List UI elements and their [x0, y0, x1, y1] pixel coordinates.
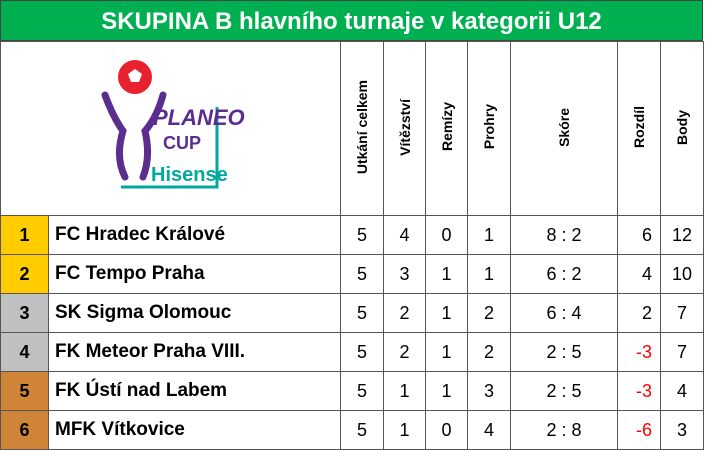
rank-cell: 2 — [0, 254, 49, 294]
logo-sub: CUP — [163, 133, 201, 153]
logo-arc — [101, 91, 128, 181]
draws-cell: 1 — [425, 293, 468, 333]
column-header: Rozdíl — [617, 41, 661, 216]
difference-cell: -6 — [617, 410, 661, 450]
table-body: 1 FC Hradec Králové 5 4 0 1 8 : 2 6 12 2 FC Tempo … — [0, 215, 704, 450]
score-cell: 8 : 2 — [510, 215, 618, 255]
score-cell: 6 : 4 — [510, 293, 618, 333]
rank-cell: 3 — [0, 293, 49, 333]
score-cell: 2 : 5 — [510, 371, 618, 411]
difference-cell: -3 — [617, 332, 661, 372]
rank-cell: 6 — [0, 410, 49, 450]
team-cell: SK Sigma Olomouc — [48, 293, 341, 333]
column-header-text: Vítězství — [396, 98, 413, 156]
logo-cell: PLANEO CUP Hisense — [0, 41, 341, 216]
difference-cell: 2 — [617, 293, 661, 333]
column-header-text: Body — [674, 109, 690, 145]
column-header-text: Remízy — [438, 102, 455, 152]
column-header-text: Rozdíl — [631, 106, 647, 148]
table-row: 4 FK Meteor Praha VIII. 5 2 1 2 2 : 5 -3 7 — [0, 332, 704, 372]
logo-frame — [120, 107, 218, 189]
team-cell: FC Hradec Králové — [48, 215, 341, 255]
header-row: PLANEO CUP Hisense Utkání celkem Vítězstv… — [0, 41, 704, 216]
column-header: Prohry — [467, 41, 511, 216]
played-cell: 5 — [340, 410, 384, 450]
column-header-text: Utkání celkem — [354, 79, 370, 175]
table-row: 1 FC Hradec Králové 5 4 0 1 8 : 2 6 12 — [0, 215, 704, 255]
column-header: Vítězství — [383, 41, 426, 216]
rank-cell: 1 — [0, 215, 49, 255]
points-cell: 12 — [660, 215, 704, 255]
points-cell: 7 — [660, 293, 704, 333]
losses-cell: 2 — [467, 293, 511, 333]
table-row: 5 FK Ústí nad Labem 5 1 1 3 2 : 5 -3 4 — [0, 371, 704, 411]
wins-cell: 3 — [383, 254, 426, 294]
draws-cell: 1 — [425, 371, 468, 411]
column-header: Utkání celkem — [340, 41, 384, 216]
draws-cell: 1 — [425, 254, 468, 294]
losses-cell: 4 — [467, 410, 511, 450]
logo-arc — [139, 91, 166, 181]
column-header-text: Skóre — [556, 107, 572, 147]
losses-cell: 1 — [467, 215, 511, 255]
wins-cell: 1 — [383, 410, 426, 450]
difference-cell: -3 — [617, 371, 661, 411]
wins-cell: 2 — [383, 293, 426, 333]
column-header: Body — [660, 41, 704, 216]
logo-sponsor: Hisense — [151, 164, 228, 186]
wins-cell: 2 — [383, 332, 426, 372]
wins-cell: 1 — [383, 371, 426, 411]
played-cell: 5 — [340, 215, 384, 255]
played-cell: 5 — [340, 371, 384, 411]
difference-cell: 4 — [617, 254, 661, 294]
standings-table: PLANEO CUP Hisense Utkání celkem Vítězstv… — [0, 41, 704, 450]
points-cell: 3 — [660, 410, 704, 450]
team-cell: FC Tempo Praha — [48, 254, 341, 294]
draws-cell: 0 — [425, 215, 468, 255]
losses-cell: 3 — [467, 371, 511, 411]
played-cell: 5 — [340, 293, 384, 333]
team-cell: FK Ústí nad Labem — [48, 371, 341, 411]
draws-cell: 1 — [425, 332, 468, 372]
rank-cell: 4 — [0, 332, 49, 372]
played-cell: 5 — [340, 332, 384, 372]
points-cell: 4 — [660, 371, 704, 411]
table-row: 6 MFK Vítkovice 5 1 0 4 2 : 8 -6 3 — [0, 410, 704, 450]
points-cell: 7 — [660, 332, 704, 372]
played-cell: 5 — [340, 254, 384, 294]
losses-cell: 1 — [467, 254, 511, 294]
wins-cell: 4 — [383, 215, 426, 255]
points-cell: 10 — [660, 254, 704, 294]
title: SKUPINA B hlavního turnaje v kategorii U… — [0, 0, 703, 41]
column-header: Remízy — [425, 41, 468, 216]
score-cell: 6 : 2 — [510, 254, 618, 294]
logo-brand: PLANEO — [153, 105, 245, 130]
team-cell: MFK Vítkovice — [48, 410, 341, 450]
column-header-text: Prohry — [481, 104, 497, 150]
losses-cell: 2 — [467, 332, 511, 372]
ball-patch — [127, 69, 142, 82]
rank-cell: 5 — [0, 371, 49, 411]
column-header: Skóre — [510, 41, 618, 216]
team-cell: FK Meteor Praha VIII. — [48, 332, 341, 372]
score-cell: 2 : 8 — [510, 410, 618, 450]
score-cell: 2 : 5 — [510, 332, 618, 372]
draws-cell: 0 — [425, 410, 468, 450]
difference-cell: 6 — [617, 215, 661, 255]
logo: PLANEO CUP Hisense — [101, 60, 245, 189]
table-row: 2 FC Tempo Praha 5 3 1 1 6 : 2 4 10 — [0, 254, 704, 294]
